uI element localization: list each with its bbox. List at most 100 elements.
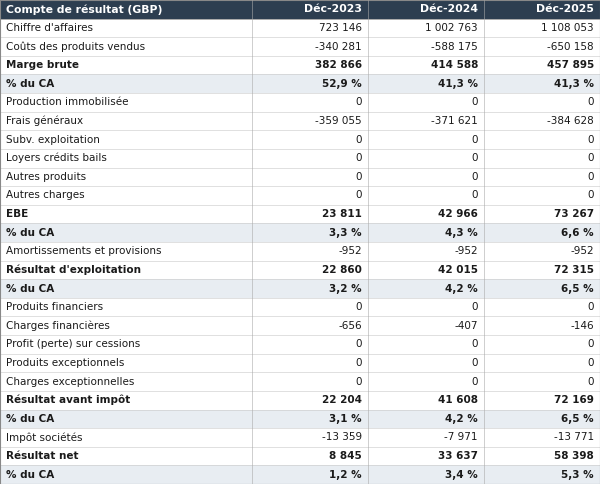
Text: 4,3 %: 4,3 %: [445, 227, 478, 238]
Text: 52,9 %: 52,9 %: [322, 79, 362, 89]
Text: 0: 0: [355, 172, 362, 182]
Text: -650 158: -650 158: [547, 42, 594, 51]
Bar: [0, 391, 252, 409]
Bar: [252, 335, 368, 354]
Text: -13 771: -13 771: [554, 433, 594, 442]
Bar: [0, 242, 252, 260]
Text: Impôt sociétés: Impôt sociétés: [6, 432, 83, 443]
Bar: [368, 186, 484, 205]
Text: 0: 0: [587, 191, 594, 200]
Bar: [252, 466, 368, 484]
Text: -407: -407: [454, 321, 478, 331]
Text: 0: 0: [587, 135, 594, 145]
Text: 1 108 053: 1 108 053: [541, 23, 594, 33]
Text: Produits financiers: Produits financiers: [6, 302, 103, 312]
Bar: [252, 18, 368, 37]
Bar: [252, 391, 368, 409]
Text: -371 621: -371 621: [431, 116, 478, 126]
Text: 0: 0: [587, 97, 594, 107]
Bar: [0, 56, 252, 75]
Text: 0: 0: [472, 377, 478, 387]
Bar: [252, 242, 368, 260]
Bar: [484, 428, 600, 447]
Bar: [484, 0, 600, 18]
Text: 1 002 763: 1 002 763: [425, 23, 478, 33]
Text: 3,4 %: 3,4 %: [445, 469, 478, 480]
Bar: [368, 112, 484, 130]
Text: 0: 0: [472, 191, 478, 200]
Bar: [0, 428, 252, 447]
Text: -952: -952: [338, 246, 362, 257]
Bar: [484, 224, 600, 242]
Bar: [368, 298, 484, 317]
Text: 1,2 %: 1,2 %: [329, 469, 362, 480]
Bar: [484, 149, 600, 167]
Text: -952: -952: [571, 246, 594, 257]
Bar: [0, 186, 252, 205]
Bar: [484, 205, 600, 224]
Text: -656: -656: [338, 321, 362, 331]
Text: 33 637: 33 637: [438, 451, 478, 461]
Bar: [0, 260, 252, 279]
Text: 723 146: 723 146: [319, 23, 362, 33]
Bar: [368, 335, 484, 354]
Text: Loyers crédits bails: Loyers crédits bails: [6, 153, 107, 164]
Bar: [368, 354, 484, 372]
Bar: [484, 447, 600, 466]
Bar: [484, 75, 600, 93]
Text: 0: 0: [355, 302, 362, 312]
Text: Autres produits: Autres produits: [6, 172, 86, 182]
Bar: [252, 130, 368, 149]
Bar: [252, 205, 368, 224]
Bar: [368, 37, 484, 56]
Bar: [368, 56, 484, 75]
Text: % du CA: % du CA: [6, 284, 54, 293]
Bar: [0, 130, 252, 149]
Text: 8 845: 8 845: [329, 451, 362, 461]
Text: 3,1 %: 3,1 %: [329, 414, 362, 424]
Text: 0: 0: [472, 358, 478, 368]
Bar: [252, 0, 368, 18]
Bar: [368, 0, 484, 18]
Text: -384 628: -384 628: [547, 116, 594, 126]
Text: Résultat avant impôt: Résultat avant impôt: [6, 395, 130, 406]
Text: 0: 0: [472, 302, 478, 312]
Text: -359 055: -359 055: [316, 116, 362, 126]
Text: 0: 0: [472, 172, 478, 182]
Text: 0: 0: [355, 358, 362, 368]
Text: Charges financières: Charges financières: [6, 320, 110, 331]
Text: 58 398: 58 398: [554, 451, 594, 461]
Bar: [252, 428, 368, 447]
Bar: [484, 298, 600, 317]
Text: 0: 0: [355, 377, 362, 387]
Text: Charges exceptionnelles: Charges exceptionnelles: [6, 377, 134, 387]
Bar: [252, 37, 368, 56]
Bar: [368, 130, 484, 149]
Text: 6,5 %: 6,5 %: [562, 284, 594, 293]
Bar: [0, 224, 252, 242]
Text: 457 895: 457 895: [547, 60, 594, 70]
Text: EBE: EBE: [6, 209, 28, 219]
Text: Autres charges: Autres charges: [6, 191, 85, 200]
Text: Frais généraux: Frais généraux: [6, 116, 83, 126]
Text: 72 169: 72 169: [554, 395, 594, 405]
Bar: [484, 242, 600, 260]
Bar: [0, 354, 252, 372]
Bar: [252, 372, 368, 391]
Text: 41,3 %: 41,3 %: [438, 79, 478, 89]
Bar: [484, 18, 600, 37]
Text: 0: 0: [587, 358, 594, 368]
Bar: [252, 112, 368, 130]
Text: Déc-2025: Déc-2025: [536, 4, 594, 15]
Bar: [0, 205, 252, 224]
Bar: [0, 298, 252, 317]
Text: -146: -146: [571, 321, 594, 331]
Text: 6,6 %: 6,6 %: [562, 227, 594, 238]
Bar: [484, 279, 600, 298]
Text: 0: 0: [587, 339, 594, 349]
Bar: [368, 18, 484, 37]
Text: 0: 0: [355, 339, 362, 349]
Bar: [368, 75, 484, 93]
Bar: [0, 112, 252, 130]
Text: -340 281: -340 281: [316, 42, 362, 51]
